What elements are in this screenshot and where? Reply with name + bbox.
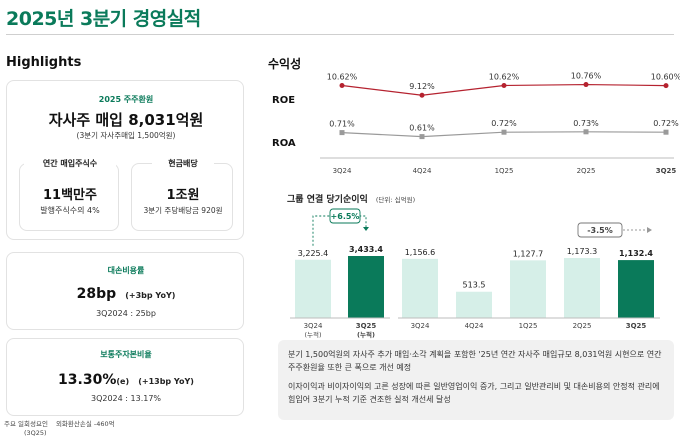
cet1-prev: 3Q2024 : 13.17% xyxy=(90,394,162,403)
cet1-card: 보통주자본비율 13.30%(e) (+13bp YoY) 3Q2024 : 1… xyxy=(6,338,244,416)
qtr-tick-label: 1Q25 xyxy=(519,322,538,330)
credit-cost-value-row: 28bp (+3bp YoY) xyxy=(7,283,245,302)
qtr-bar xyxy=(564,258,600,318)
title-divider xyxy=(6,34,674,35)
footer-note: 주요 일회성요인 외화환산손실 -460억 (3Q25) xyxy=(4,420,115,438)
qtr-tick-label: 3Q24 xyxy=(411,322,430,330)
buyback-card: 2025 주주환원 자사주 매입 8,031억원 (3분기 자사주매입 1,50… xyxy=(6,80,244,240)
net-income-chart: 3,225.43Q24(누적)3,433.43Q25(누적)+6.5%1,156… xyxy=(290,208,660,339)
qoq-badge xyxy=(577,222,623,238)
buyback-main: 자사주 매입 8,031억원 xyxy=(48,111,204,129)
roa-point xyxy=(339,130,345,136)
profitability-chart: ROE ROA 10.62% 9.12% 10.62% 10.76% 10.60% 0.7… xyxy=(272,72,680,175)
dividend-note: 3분기 주당배당금 920원 xyxy=(143,206,223,215)
credit-cost-card: 대손비용률 28bp (+3bp YoY) 3Q2024 : 25bp xyxy=(6,252,244,330)
roe-label: ROE xyxy=(272,95,295,106)
footer-period: (3Q25) xyxy=(24,429,47,437)
cum-tick-sublabel: (누적) xyxy=(304,331,321,339)
roe-value-label: 10.62% xyxy=(489,72,520,81)
qtr-bar-label: 1,156.6 xyxy=(405,248,436,257)
notes-box: 분기 1,500억원의 자사주 추가 매입·소각 계획을 포함한 '25년 연간… xyxy=(278,340,674,420)
profit-tick-label: 3Q24 xyxy=(333,167,352,175)
qtr-bar-label: 1,132.4 xyxy=(619,249,653,258)
credit-cost-label: 대손비용률 xyxy=(107,266,145,275)
profit-tick-label: 1Q25 xyxy=(495,167,514,175)
roa-point xyxy=(501,129,507,135)
cet1-suffix: (e) xyxy=(116,377,130,386)
net-income-unit: (단위: 십억원) xyxy=(375,196,416,204)
shares-note: 발행주식수의 4% xyxy=(40,206,100,215)
qtr-bar-label: 513.5 xyxy=(463,281,486,290)
qtr-tick-label: 4Q24 xyxy=(465,322,484,330)
note-1: 분기 1,500억원의 자사주 추가 매입·소각 계획을 포함한 '25년 연간… xyxy=(288,350,662,372)
roe-value-label: 10.60% xyxy=(651,73,680,82)
highlights-heading: Highlights xyxy=(6,55,82,70)
growth-arrowhead xyxy=(363,227,369,231)
qtr-tick-label: 2Q25 xyxy=(573,322,592,330)
dividend-card: 현금배당 1조원 3분기 주당배당금 920원 xyxy=(131,158,233,231)
net-income-heading-row: 그룹 연결 당기순이익 (단위: 십억원) xyxy=(287,187,415,206)
credit-cost-value: 28bp xyxy=(76,286,117,302)
cet1-value: 13.30% xyxy=(58,372,117,388)
buyback-sub: (3분기 자사주매입 1,500억원) xyxy=(76,131,176,140)
cum-tick-sublabel: (누적) xyxy=(357,330,375,339)
page-title: 2025년 3분기 경영실적 xyxy=(6,8,201,30)
shares-card: 연간 매입주식수 11백만주 발행주식수의 4% xyxy=(19,158,119,231)
qtr-bar xyxy=(402,258,438,318)
roa-point xyxy=(583,129,589,135)
footer-label: 주요 일회성요인 xyxy=(4,420,48,428)
roa-point xyxy=(419,134,425,140)
cum-bar xyxy=(348,256,384,318)
roe-point xyxy=(583,82,589,88)
qtr-bar-label: 1,173.3 xyxy=(567,247,598,256)
roe-point xyxy=(339,82,345,88)
qtr-bar xyxy=(510,260,546,318)
roe-point xyxy=(419,92,425,98)
dividend-value: 1조원 xyxy=(166,188,200,203)
roa-value-label: 0.61% xyxy=(409,124,435,133)
roa-value-label: 0.71% xyxy=(329,120,355,129)
profit-tick-label: 4Q24 xyxy=(413,167,432,175)
growth-badge-text: +6.5% xyxy=(331,212,360,221)
qoq-badge-text: -3.5% xyxy=(587,226,613,235)
note-2: 이자이익과 비이자이익의 고른 성장에 따른 일반영업이익 증가, 그리고 일반… xyxy=(288,382,660,404)
footer-value: 외화환산손실 -460억 xyxy=(55,420,115,428)
qtr-bar-label: 1,127.7 xyxy=(513,249,544,258)
roe-value-label: 10.76% xyxy=(571,72,602,81)
credit-cost-change: (+3bp YoY) xyxy=(125,291,176,300)
cet1-label: 보통주자본비율 xyxy=(100,350,152,359)
shares-value: 11백만주 xyxy=(43,188,97,203)
roa-label: ROA xyxy=(272,138,296,149)
credit-cost-prev: 3Q2024 : 25bp xyxy=(96,309,156,318)
cum-bar-label: 3,225.4 xyxy=(298,249,329,258)
qtr-bar xyxy=(456,291,492,318)
profit-tick-label: 2Q25 xyxy=(577,167,596,175)
roe-point xyxy=(663,83,669,89)
buyback-tag: 2025 주주환원 xyxy=(98,95,154,104)
shares-label: 연간 매입주식수 xyxy=(24,158,116,169)
cet1-value-row: 13.30%(e) (+13bp YoY) xyxy=(7,369,245,388)
profitability-heading: 수익성 xyxy=(268,57,302,71)
roa-value-label: 0.72% xyxy=(653,119,679,128)
qoq-arrowhead xyxy=(647,227,652,233)
cum-tick-label: 3Q25 xyxy=(356,322,377,330)
cum-bar xyxy=(295,259,331,318)
dividend-label: 현금배당 xyxy=(152,158,214,169)
roa-value-label: 0.73% xyxy=(573,119,599,128)
cet1-change: (+13bp YoY) xyxy=(138,377,194,386)
roe-value-label: 10.62% xyxy=(327,72,358,81)
roe-value-label: 9.12% xyxy=(409,82,435,91)
profit-tick-label: 3Q25 xyxy=(656,167,677,175)
cum-bar-label: 3,433.4 xyxy=(349,245,383,254)
roe-point xyxy=(501,82,507,88)
net-income-heading: 그룹 연결 당기순이익 xyxy=(287,195,368,205)
qtr-bar xyxy=(618,260,654,318)
cum-tick-label: 3Q24 xyxy=(304,322,323,330)
roa-value-label: 0.72% xyxy=(491,119,517,128)
roa-point xyxy=(663,129,669,135)
qtr-tick-label: 3Q25 xyxy=(626,322,647,330)
growth-badge xyxy=(329,208,361,224)
